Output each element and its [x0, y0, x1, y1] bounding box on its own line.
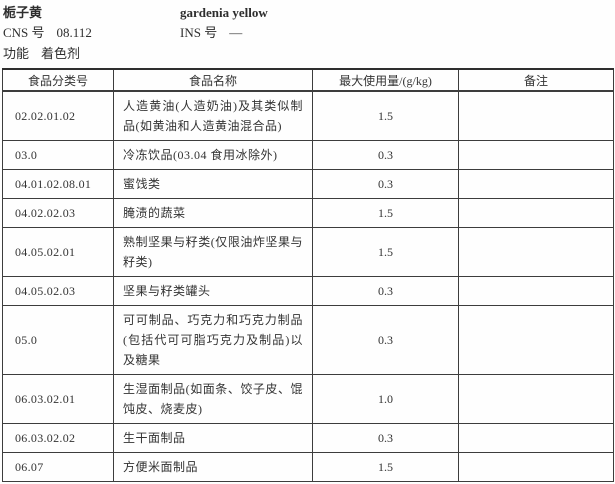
cell-max: 0.3	[312, 423, 459, 453]
cell-name: 生干面制品	[113, 423, 313, 453]
table-row: 06.07 方便米面制品 1.5	[2, 452, 614, 482]
cell-max: 0.3	[312, 169, 459, 199]
cell-max: 1.5	[312, 227, 459, 277]
table-row: 04.05.02.01 熟制坚果与籽类(仅限油炸坚果与籽类) 1.5	[2, 227, 614, 277]
cell-max: 1.5	[312, 452, 459, 482]
ins-label: INS 号	[180, 25, 218, 40]
cell-name: 可可制品、巧克力和巧克力制品(包括代可可脂巧克力及制品)以及糖果	[113, 305, 313, 375]
cell-code: 04.01.02.08.01	[2, 169, 114, 199]
cell-max: 1.5	[312, 90, 459, 141]
cell-code: 05.0	[2, 305, 114, 375]
table-header: 食品分类号 食品名称 最大使用量/(g/kg) 备注	[2, 68, 614, 92]
cell-code: 04.05.02.03	[2, 276, 114, 306]
cell-code: 04.05.02.01	[2, 227, 114, 277]
table-row: 03.0 冷冻饮品(03.04 食用冰除外) 0.3	[2, 140, 614, 170]
table-row: 04.01.02.08.01 蜜饯类 0.3	[2, 169, 614, 199]
additive-name-cn: 栀子黄	[3, 5, 43, 20]
cell-code: 06.03.02.02	[2, 423, 114, 453]
cell-note	[458, 90, 614, 141]
cell-max: 0.3	[312, 140, 459, 170]
function-label: 功能	[3, 46, 30, 61]
cell-name: 熟制坚果与籽类(仅限油炸坚果与籽类)	[113, 227, 313, 277]
cell-max: 1.5	[312, 198, 459, 228]
cell-note	[458, 423, 614, 453]
cell-name: 冷冻饮品(03.04 食用冰除外)	[113, 140, 313, 170]
usage-table: 食品分类号 食品名称 最大使用量/(g/kg) 备注 02.02.01.02 人造…	[2, 68, 614, 482]
cns-value: 08.112	[56, 25, 92, 40]
cns-label: CNS 号	[3, 25, 45, 40]
ins-value: —	[229, 25, 243, 40]
function-row: 功能 着色剂	[3, 44, 615, 64]
cell-max: 1.0	[312, 374, 459, 424]
table-row: 04.02.02.03 腌渍的蔬菜 1.5	[2, 198, 614, 228]
table-row: 04.05.02.03 坚果与籽类罐头 0.3	[2, 276, 614, 306]
cell-note	[458, 227, 614, 277]
table-row: 06.03.02.01 生湿面制品(如面条、饺子皮、馄饨皮、烧麦皮) 1.0	[2, 374, 614, 424]
header-food-name: 食品名称	[113, 68, 313, 92]
cell-note	[458, 198, 614, 228]
cell-name: 生湿面制品(如面条、饺子皮、馄饨皮、烧麦皮)	[113, 374, 313, 424]
header-max-usage: 最大使用量/(g/kg)	[312, 68, 459, 92]
table-row: 06.03.02.02 生干面制品 0.3	[2, 423, 614, 453]
cell-name: 蜜饯类	[113, 169, 313, 199]
cell-code: 04.02.02.03	[2, 198, 114, 228]
cell-note	[458, 169, 614, 199]
cell-name: 坚果与籽类罐头	[113, 276, 313, 306]
codes-row: CNS 号 08.112 INS 号 —	[3, 23, 615, 43]
cell-note	[458, 452, 614, 482]
cell-code: 03.0	[2, 140, 114, 170]
title-row: 栀子黄 gardenia yellow	[3, 3, 615, 23]
cell-note	[458, 276, 614, 306]
header-note: 备注	[458, 68, 614, 92]
function-field: 功能 着色剂	[3, 44, 180, 64]
cell-note	[458, 374, 614, 424]
document-header: 栀子黄 gardenia yellow CNS 号 08.112 INS 号 — 功…	[0, 0, 615, 64]
cell-name: 方便米面制品	[113, 452, 313, 482]
table-body: 02.02.01.02 人造黄油(人造奶油)及其类似制品(如黄油和人造黄油混合品)…	[2, 90, 614, 482]
cell-code: 06.07	[2, 452, 114, 482]
cell-code: 02.02.01.02	[2, 90, 114, 141]
ins-field: INS 号 —	[180, 23, 615, 43]
table-row: 05.0 可可制品、巧克力和巧克力制品(包括代可可脂巧克力及制品)以及糖果 0.3	[2, 305, 614, 375]
additive-name-en: gardenia yellow	[180, 5, 268, 20]
cell-code: 06.03.02.01	[2, 374, 114, 424]
cell-note	[458, 305, 614, 375]
cell-note	[458, 140, 614, 170]
function-value: 着色剂	[41, 46, 81, 61]
cell-name: 人造黄油(人造奶油)及其类似制品(如黄油和人造黄油混合品)	[113, 90, 313, 141]
cell-name: 腌渍的蔬菜	[113, 198, 313, 228]
cell-max: 0.3	[312, 276, 459, 306]
table-row: 02.02.01.02 人造黄油(人造奶油)及其类似制品(如黄油和人造黄油混合品)…	[2, 90, 614, 141]
header-food-category-code: 食品分类号	[2, 68, 114, 92]
cell-max: 0.3	[312, 305, 459, 375]
cns-field: CNS 号 08.112	[3, 23, 180, 43]
